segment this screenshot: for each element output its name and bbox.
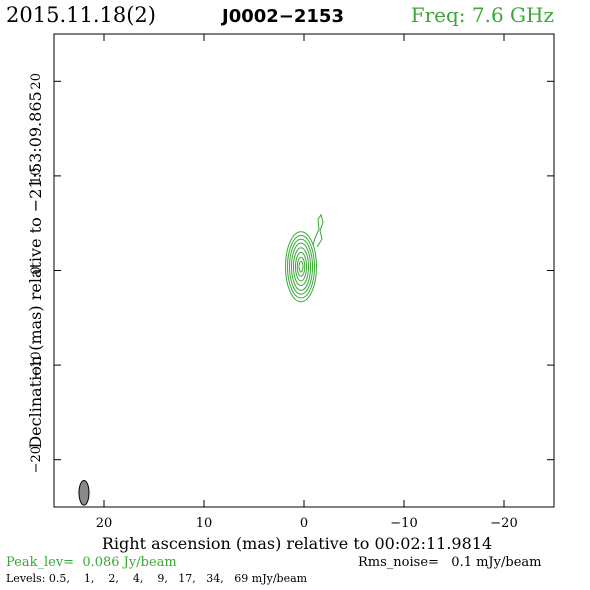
contour-level-4 xyxy=(291,242,311,291)
x-axis-label: Right ascension (mas) relative to 00:02:… xyxy=(102,534,492,553)
peak-level: Peak_lev= 0.086 Jy/beam xyxy=(6,555,177,570)
contour-level-69 xyxy=(298,261,304,273)
contour-level-17 xyxy=(295,252,307,282)
header-freq: Freq: 7.6 GHz xyxy=(411,3,554,27)
contour-level-0.5 xyxy=(285,231,317,303)
y-tick-label: 20 xyxy=(29,73,44,90)
contour-level-2 xyxy=(289,238,313,295)
header-source: J0002−2153 xyxy=(220,6,344,27)
y-tick-label: −10 xyxy=(29,351,44,378)
y-tick-labels: 20 10 0 −10 −20 xyxy=(29,73,44,473)
y-tick-label: 10 xyxy=(29,168,44,185)
x-tick-label: 20 xyxy=(96,516,113,531)
x-tick-label: −20 xyxy=(490,516,517,531)
x-tick-label: 0 xyxy=(300,516,308,531)
x-tick-labels: 20 10 0 −10 −20 xyxy=(96,516,518,531)
beam-ellipse xyxy=(78,480,90,506)
header-date: 2015.11.18(2) xyxy=(6,3,156,27)
contour-level-1 xyxy=(287,234,315,299)
contour-level-34 xyxy=(296,256,306,277)
contour-level-9 xyxy=(293,247,309,287)
y-tick-label: −20 xyxy=(29,446,44,473)
x-tick-label: 10 xyxy=(196,516,213,531)
contour-levels: Levels: 0.5, 1, 2, 4, 9, 17, 34, 69 mJy/… xyxy=(6,572,308,585)
axis-ticks xyxy=(54,34,554,507)
y-axis-label: Declination (mas) relative to −21:53:09.… xyxy=(26,91,45,448)
y-tick-label: 0 xyxy=(29,266,44,274)
rms-noise: Rms_noise= 0.1 mJy/beam xyxy=(358,555,541,570)
jet-extension-contour xyxy=(312,213,324,248)
contour-set xyxy=(285,231,317,303)
x-tick-label: −10 xyxy=(390,516,417,531)
